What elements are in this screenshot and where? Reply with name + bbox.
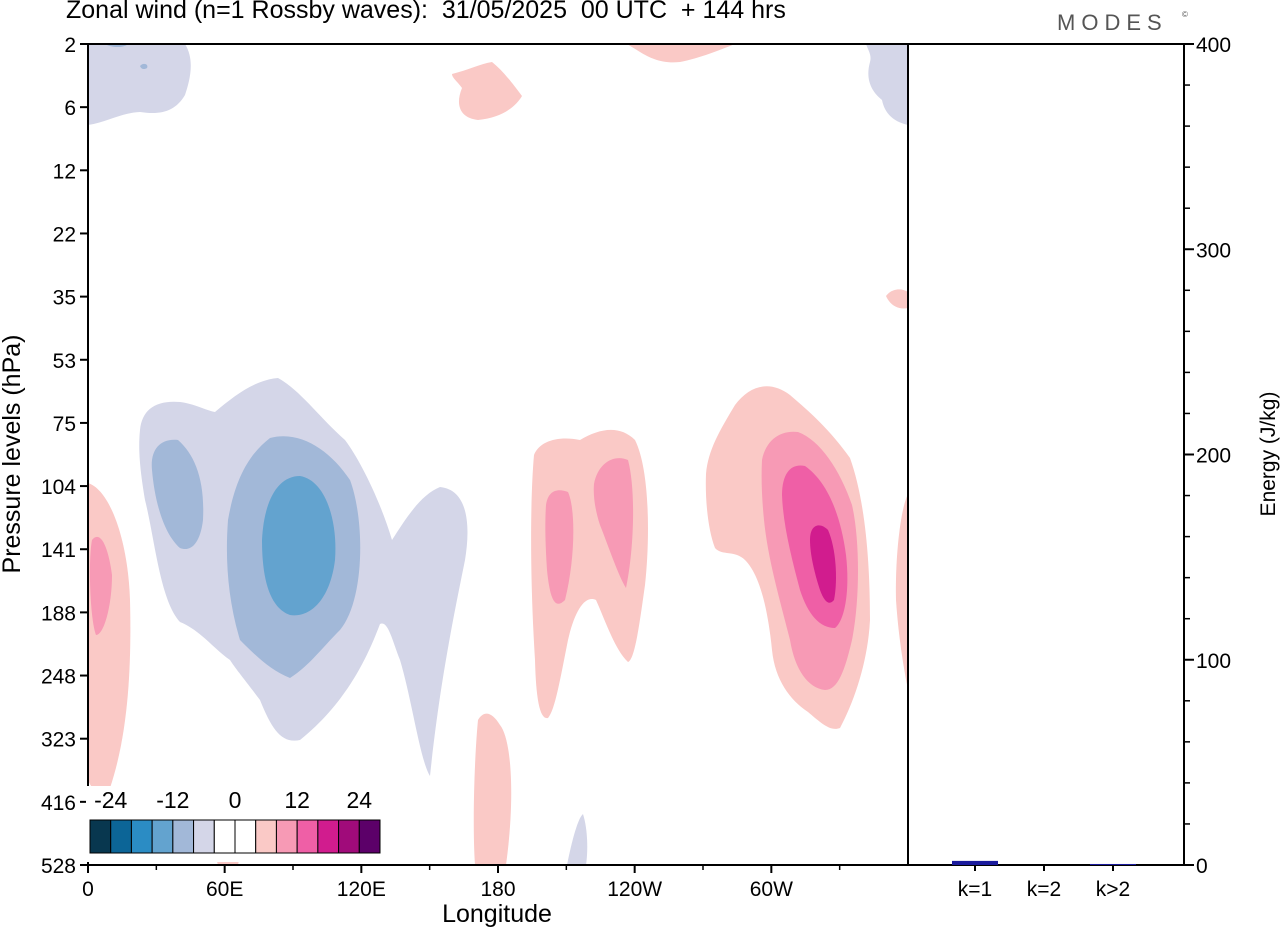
colorbar-tick-label: 12 bbox=[284, 787, 310, 813]
energy-tick-label: 200 bbox=[1196, 445, 1231, 468]
energy-bar bbox=[952, 860, 998, 865]
colorbar-tick-label: 0 bbox=[229, 787, 242, 813]
colorbar-swatch bbox=[130, 819, 153, 854]
y-tick-label: 104 bbox=[41, 476, 76, 499]
chart-title: Zonal wind (n=1 Rossby waves): 31/05/202… bbox=[66, 0, 786, 24]
colorbar-swatch bbox=[193, 819, 215, 854]
y-tick-label: 22 bbox=[53, 223, 76, 246]
energy-tick-label: 400 bbox=[1196, 34, 1231, 57]
contour-pos-weak bbox=[473, 713, 512, 865]
bar-category-label: k=1 bbox=[958, 878, 992, 901]
y-tick-label: 2 bbox=[64, 34, 76, 57]
energy-bar bbox=[1090, 863, 1136, 865]
colorbar-labels: -24 -12 0 12 24 bbox=[94, 787, 372, 813]
brand-registered-mark: © bbox=[1182, 10, 1188, 19]
x-tick-label: 180 bbox=[480, 878, 515, 901]
colorbar-tick-label: -12 bbox=[156, 787, 189, 813]
wavenumber-labels: k=1 k=2 k>2 bbox=[958, 865, 1130, 901]
colorbar-tick-label: -24 bbox=[94, 787, 127, 813]
bar-category-label: k>2 bbox=[1096, 878, 1130, 901]
x-axis-title: Longitude bbox=[442, 900, 552, 928]
x-tick-label: 120W bbox=[607, 878, 662, 901]
energy-tick-label: 300 bbox=[1196, 239, 1231, 262]
contour-neg-weak bbox=[866, 44, 908, 125]
y-tick-label: 35 bbox=[53, 287, 76, 310]
colorbar-swatch bbox=[234, 819, 257, 854]
bar-category-label: k=2 bbox=[1027, 878, 1061, 901]
x-tick-label: 0 bbox=[82, 878, 94, 901]
y-tick-label: 323 bbox=[41, 729, 76, 752]
energy-tick-label: 100 bbox=[1196, 650, 1231, 673]
y-tick-label: 188 bbox=[41, 602, 76, 625]
colorbar-tick-label: 24 bbox=[346, 787, 372, 813]
colorbar-swatch bbox=[338, 819, 360, 854]
colorbar-swatch bbox=[275, 819, 298, 854]
contour-neg-weak bbox=[567, 814, 588, 865]
contour-pos-weak bbox=[452, 62, 522, 120]
colorbar-swatch bbox=[110, 819, 132, 854]
contour-neg-mid bbox=[140, 63, 148, 70]
energy-panel-frame bbox=[907, 43, 1185, 866]
y-tick-label: 75 bbox=[53, 413, 76, 436]
colorbar-swatch bbox=[358, 819, 381, 854]
contour-neg-strong bbox=[262, 476, 336, 616]
x-tick-label: 60W bbox=[750, 878, 793, 901]
contour-pos-mid bbox=[593, 458, 634, 588]
colorbar-swatch bbox=[151, 819, 174, 854]
contour-pos-weak bbox=[627, 44, 735, 63]
contour-pos-max bbox=[810, 525, 836, 603]
y-tick-label: 528 bbox=[41, 855, 76, 878]
colorbar-swatch bbox=[317, 819, 340, 854]
contour-field bbox=[88, 44, 908, 865]
energy-bars bbox=[952, 860, 1136, 865]
energy-axis-title: Energy (J/kg) bbox=[1257, 392, 1280, 517]
colorbar-swatch bbox=[89, 819, 112, 854]
y-tick-label: 141 bbox=[41, 539, 76, 562]
contour-pos-weak bbox=[886, 289, 908, 309]
contour-pos-mid bbox=[89, 536, 112, 635]
colorbar-swatch bbox=[296, 819, 319, 854]
y-axis-title: Pressure levels (hPa) bbox=[0, 335, 26, 574]
colorbar bbox=[86, 786, 384, 862]
energy-tick-label: 0 bbox=[1196, 855, 1208, 878]
y-tick-label: 416 bbox=[41, 792, 76, 815]
pressure-axis: 2 6 12 22 35 53 75 104 141 188 248 323 416 528 bbox=[41, 34, 88, 878]
y-tick-label: 248 bbox=[41, 666, 76, 689]
contour-pos-weak bbox=[895, 494, 908, 690]
energy-axis: 0 100 200 300 400 bbox=[1184, 34, 1231, 878]
x-tick-label: 60E bbox=[206, 878, 243, 901]
longitude-axis: 0 60E 120E 180 120W 60W bbox=[82, 865, 841, 901]
colorbar-swatch bbox=[255, 819, 277, 854]
colorbar-swatch bbox=[172, 819, 195, 854]
brand-logo: MODES bbox=[1057, 10, 1168, 35]
y-tick-label: 6 bbox=[64, 97, 76, 120]
colorbar-swatch bbox=[213, 819, 236, 854]
x-tick-label: 120E bbox=[337, 878, 386, 901]
contour-pos-mid bbox=[545, 490, 574, 604]
contour-neg-mid bbox=[151, 439, 204, 550]
y-tick-label: 53 bbox=[53, 350, 76, 373]
contour-neg-weak bbox=[88, 44, 191, 125]
contour-pos-weak bbox=[88, 483, 131, 793]
y-tick-label: 12 bbox=[53, 160, 76, 183]
